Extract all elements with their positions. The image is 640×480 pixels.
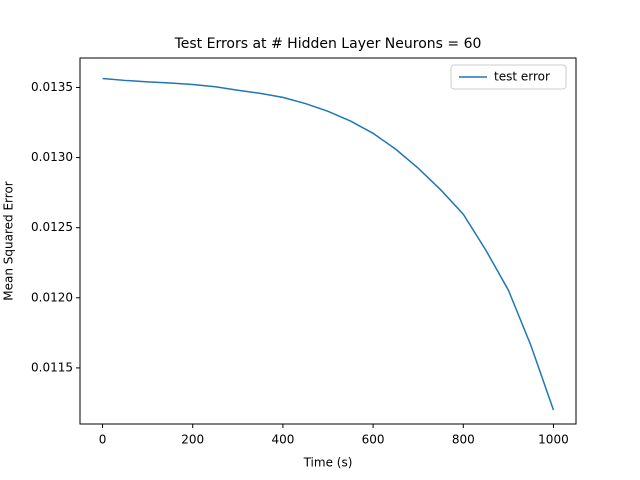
x-tick-label: 400 <box>271 433 294 447</box>
y-tick-label: 0.0130 <box>31 150 73 164</box>
line <box>102 77 555 411</box>
legend-label: test error <box>494 70 550 84</box>
x-tick-label: 1000 <box>538 433 569 447</box>
x-tick-label: 800 <box>452 433 475 447</box>
y-tick-label: 0.0115 <box>31 360 73 374</box>
y-axis-label: Mean Squared Error <box>2 181 16 301</box>
legend-box <box>450 64 567 90</box>
y-tick-label: 0.0125 <box>31 220 73 234</box>
x-axis-label: Time (s) <box>303 456 353 470</box>
x-tick-label: 600 <box>362 433 385 447</box>
y-tick-label: 0.0135 <box>31 80 73 94</box>
x-tick-label: 0 <box>99 433 107 447</box>
x-tick-label: 200 <box>181 433 204 447</box>
y-tick-label: 0.0120 <box>31 290 73 304</box>
chart-title: Test Errors at # Hidden Layer Neurons = … <box>174 36 482 52</box>
plot-frame <box>79 57 577 425</box>
